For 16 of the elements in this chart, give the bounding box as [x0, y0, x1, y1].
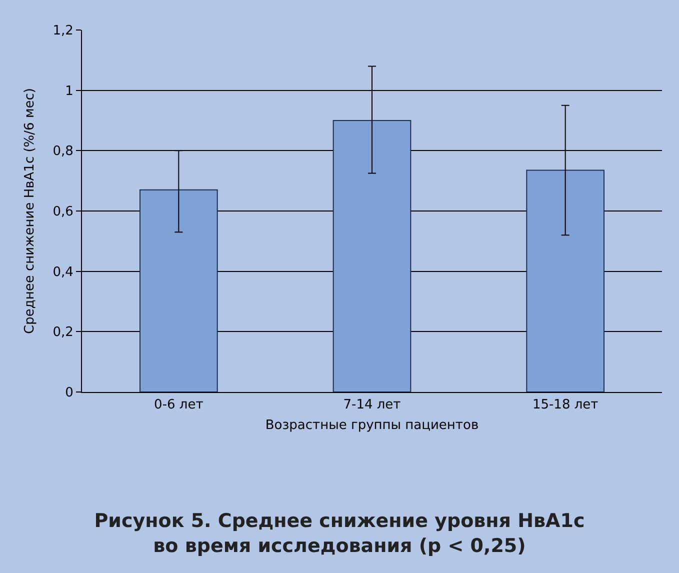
y-tick-label: 1,2 [52, 24, 74, 39]
y-axis-title: Среднее снижение HвA1c (%/6 мес) [22, 88, 38, 334]
y-tick-label: 0,4 [52, 264, 74, 280]
bar [526, 170, 604, 392]
text: Рисунок 5. Среднее снижение уровня HвA1c во время исследования (p < 0,25) [94, 510, 585, 557]
x-tick-label: 0-6 лет [154, 398, 204, 413]
x-axis-title: Возрастные группы пациентов [265, 418, 479, 434]
y-tick-label: 0,2 [52, 325, 74, 340]
bar [140, 189, 218, 392]
x-tick-label: 7-14 лет [343, 398, 402, 413]
y-tick-label: 0,8 [52, 144, 74, 160]
y-tick-label: 1 [65, 84, 74, 99]
y-tick-label: 0 [65, 386, 74, 401]
x-tick-label: 15-18 лет [532, 398, 599, 413]
y-tick-label: 0,6 [52, 204, 74, 220]
bar [332, 120, 412, 392]
